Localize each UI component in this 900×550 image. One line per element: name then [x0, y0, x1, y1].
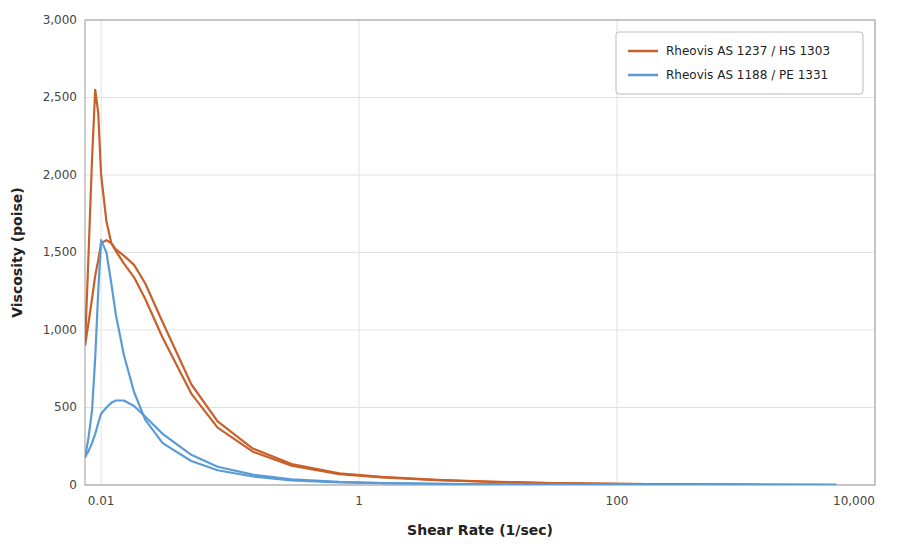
- x-grid-line: [359, 20, 360, 485]
- y-tick-label: 2,000: [43, 168, 77, 182]
- legend-swatch: [628, 74, 658, 77]
- background: [0, 0, 900, 550]
- series-line: [85, 90, 836, 485]
- x-axis-label: Shear Rate (1/sec): [407, 522, 553, 538]
- legend-label: Rheovis AS 1237 / HS 1303: [666, 44, 830, 58]
- axes: 0 500 1,000 1,500 2,000 2,500 3,000 0.01 1 100 10,…: [43, 13, 875, 509]
- series-line: [85, 240, 836, 485]
- series-line: [85, 240, 836, 485]
- x-tick-label: 100: [606, 494, 629, 508]
- y-grid-line: [85, 330, 875, 331]
- chart: 0 500 1,000 1,500 2,000 2,500 3,000 0.01 1 100 10,…: [0, 0, 900, 550]
- legend: Rheovis AS 1237 / HS 1303 Rheovis AS 1188…: [616, 32, 863, 94]
- y-grid-line: [85, 252, 875, 253]
- y-axis-label: Viscosity (poise): [9, 187, 25, 318]
- plot-frame: [85, 20, 875, 485]
- y-grid-line: [85, 97, 875, 98]
- y-tick-label: 3,000: [43, 13, 77, 27]
- x-tick-label: 1: [355, 494, 363, 508]
- y-grid-line: [85, 175, 875, 176]
- y-tick-label: 0: [69, 478, 77, 492]
- y-tick-label: 2,500: [43, 90, 77, 104]
- grid: [85, 20, 875, 485]
- y-tick-label: 1,500: [43, 245, 77, 259]
- legend-label: Rheovis AS 1188 / PE 1331: [666, 68, 828, 82]
- series-lines: [85, 90, 836, 485]
- legend-box: [616, 32, 863, 94]
- y-tick-label: 500: [54, 400, 77, 414]
- x-tick-label: 0.01: [88, 494, 115, 508]
- y-tick-label: 1,000: [43, 323, 77, 337]
- legend-swatch: [628, 50, 658, 53]
- x-tick-label: 10,000: [833, 494, 875, 508]
- series-line: [85, 401, 836, 485]
